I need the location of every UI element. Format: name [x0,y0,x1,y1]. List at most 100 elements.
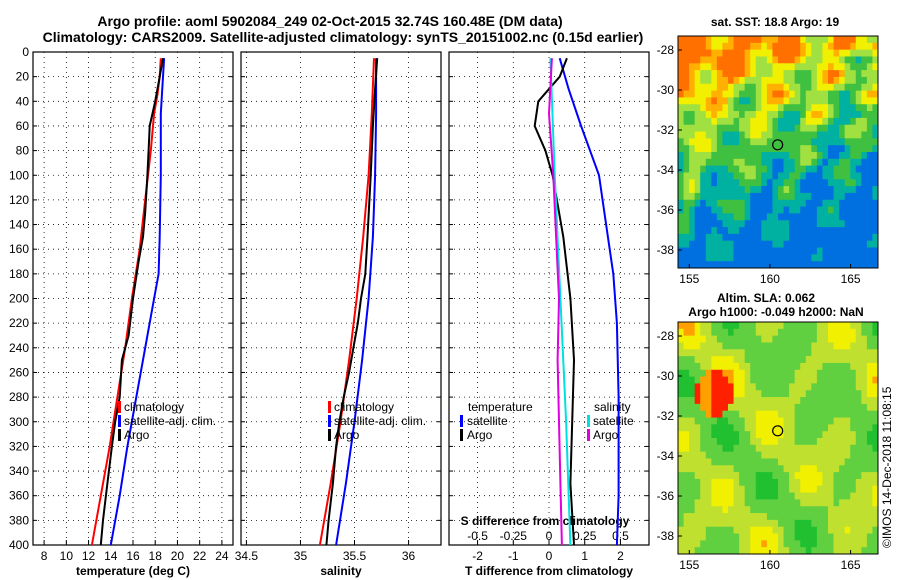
map-cell [861,499,868,507]
map-cell [805,152,812,160]
map-cell [711,152,718,160]
map-cell [844,547,851,555]
map-cell [722,328,729,337]
map-cell [816,424,823,432]
map-cell [822,83,829,92]
map-cell [744,492,751,500]
map-cell [716,322,723,330]
map-cell [839,342,846,350]
map-cell [728,233,735,242]
map-cell [772,322,779,330]
map-cell [750,206,757,214]
map-cell [744,547,751,555]
map-cell [789,111,796,119]
map-cell [850,199,857,208]
map-cell [733,383,740,391]
map-cell [783,322,790,330]
map-cell [778,492,785,500]
map-cell [733,410,740,419]
map-cell [789,199,796,208]
map-cell [739,540,746,548]
x-tick-label-top: -0.5 [467,529,488,543]
map-cell [844,485,851,494]
map-cell [689,390,696,398]
map-cell [844,261,851,269]
map-cell [789,152,796,160]
map-cell [855,261,862,269]
map-cell [839,444,846,453]
map-cell [700,397,707,405]
map-cell [789,410,796,419]
map-cell [755,376,762,384]
map-cell [839,199,846,208]
map-cell [700,104,707,112]
map-cell [783,97,790,105]
map-cell [855,397,862,405]
map-cell [750,526,757,535]
map-cell [805,431,812,439]
map-cell [755,158,762,167]
map-cell [750,76,757,85]
map-cell [733,478,740,487]
map-cell [866,403,873,412]
map-cell [700,328,707,337]
map-cell [833,42,840,51]
map-cell [755,76,762,85]
map-cell [678,261,685,269]
map-cell [689,261,696,269]
map-cell [783,478,790,487]
map-cell [866,199,873,208]
map-cell [839,90,846,98]
map-cell [844,390,851,398]
map-cell [678,227,685,235]
map-cell [811,227,818,235]
map-cell [689,342,696,350]
map-cell [694,478,701,487]
map-cell [678,478,685,487]
x-tick-label: 35.5 [343,549,367,563]
map-cell [828,199,835,208]
map-cell [716,526,723,535]
map-cell [850,76,857,85]
map-cell [811,444,818,453]
map-cell [733,206,740,214]
map-cell [689,186,696,194]
map-cell [772,349,779,357]
map-cell [705,158,712,167]
map-cell [844,240,851,249]
map-cell [694,444,701,453]
map-cell [744,220,751,228]
map-cell [861,220,868,228]
map-cell [805,438,812,446]
map-cell [739,438,746,446]
map-cell [811,76,818,85]
map-cell [800,478,807,487]
map-cell [716,472,723,480]
map-cell [872,335,879,343]
map-cell [789,533,796,541]
map-cell [689,506,696,514]
map-cell [755,335,762,343]
map-cell [866,56,873,64]
map-cell [761,76,768,85]
map-cell [833,254,840,262]
map-cell [733,192,740,201]
map-cell [789,540,796,548]
map-cell [800,397,807,405]
map-cell [722,383,729,391]
map-cell [750,233,757,242]
map-cell [805,90,812,98]
map-cell [716,247,723,255]
map-cell [844,131,851,139]
map-cell [733,165,740,173]
map-x-tick-label: 155 [679,272,699,286]
map-cell [716,485,723,494]
map-cell [722,397,729,405]
map-cell [705,192,712,201]
map-cell [850,254,857,262]
map-cell [828,172,835,180]
map-cell [872,186,879,194]
map-cell [744,478,751,487]
map-cell [822,492,829,500]
map-cell [683,233,690,242]
